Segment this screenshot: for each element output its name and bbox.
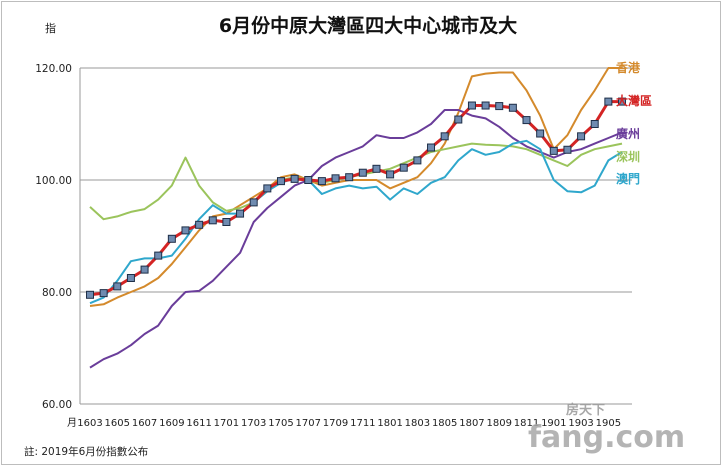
series-markers	[86, 97, 626, 299]
y-tick-label: 100.00	[35, 175, 72, 187]
x-tick-label: 1803	[405, 418, 430, 429]
legend-label: 廣州	[616, 126, 640, 141]
footnote: 註: 2019年6月份指數公布	[24, 445, 148, 458]
x-tick-label: 1809	[487, 418, 512, 429]
legend-label: 香港	[615, 60, 641, 75]
x-tick-label: 1709	[323, 418, 348, 429]
data-point	[236, 209, 245, 218]
data-point	[331, 174, 340, 183]
x-tick-label: 1609	[159, 418, 184, 429]
x-tick-label: 1901	[541, 418, 566, 429]
data-point	[495, 102, 504, 111]
x-tick-label: 1701	[214, 418, 239, 429]
y-tick-labels: 60.00 80.00 100.00 120.00	[35, 63, 72, 411]
x-tick-label: 1903	[568, 418, 593, 429]
x-tick-labels: 1603 1605 1607 1609 1611 1701 1703 1705 1707 1709…	[77, 418, 621, 429]
data-point	[440, 132, 449, 141]
data-point	[276, 177, 285, 186]
data-point	[590, 120, 599, 128]
series-line	[89, 100, 622, 297]
x-tick-label: 1711	[350, 418, 375, 429]
series-line	[89, 139, 623, 305]
data-point	[399, 163, 408, 172]
watermark-cn: 房天下	[566, 402, 605, 418]
data-point	[536, 129, 545, 138]
data-point	[508, 103, 517, 112]
y-tick-label: 80.00	[42, 287, 72, 299]
x-tick-label: 1705	[268, 418, 293, 429]
data-point	[522, 116, 531, 125]
data-point	[113, 282, 122, 291]
data-point	[195, 220, 204, 229]
data-point	[290, 174, 299, 183]
x-tick-label: 1801	[377, 418, 402, 429]
data-point	[358, 168, 367, 177]
data-point	[454, 115, 463, 124]
x-tick-label: 1605	[105, 418, 130, 429]
data-point	[304, 176, 313, 184]
data-point	[140, 265, 149, 274]
legend-label: 大灣區	[616, 93, 652, 108]
data-point	[154, 251, 163, 260]
data-point	[181, 226, 190, 235]
x-axis-prefix: 月	[67, 417, 77, 429]
chart-title: 6月份中原大灣區四大中心城市及大	[219, 14, 517, 37]
series-line	[89, 67, 622, 307]
x-tick-label: 1607	[132, 418, 157, 429]
data-point	[345, 173, 354, 182]
series-lines	[89, 67, 623, 369]
data-point	[481, 101, 490, 110]
data-point	[263, 184, 272, 193]
data-point	[467, 101, 476, 110]
x-tick-label: 1603	[77, 418, 102, 429]
y-tick-label: 60.00	[42, 399, 72, 411]
data-point	[413, 156, 422, 165]
data-point	[208, 216, 217, 225]
x-tick-label: 1805	[432, 418, 457, 429]
x-tick-label: 1811	[514, 418, 539, 429]
data-point	[99, 289, 108, 298]
x-tick-label: 1707	[296, 418, 321, 429]
series-line	[89, 109, 623, 369]
data-point	[126, 274, 135, 282]
data-point	[549, 146, 558, 155]
legend-label: 深圳	[616, 149, 640, 164]
watermark-en: fang.com	[528, 420, 685, 455]
data-point	[372, 164, 381, 173]
data-point	[427, 143, 436, 152]
watermark: 房天下 fang.com	[528, 402, 685, 455]
x-tick-label: 1807	[459, 418, 484, 429]
legend-label: 澳門	[616, 171, 640, 186]
data-point	[563, 145, 572, 154]
gridlines	[79, 67, 632, 405]
data-point	[86, 290, 94, 299]
y-tick-label: 120.00	[35, 63, 72, 75]
data-point	[249, 198, 258, 207]
data-point	[167, 234, 176, 243]
x-tick-label: 1905	[596, 418, 621, 429]
x-tick-label: 1703	[241, 418, 266, 429]
data-point	[222, 218, 231, 226]
data-point	[618, 97, 626, 106]
data-point	[577, 132, 586, 141]
y-axis-label: 指	[45, 21, 56, 35]
x-tick-label: 1611	[186, 418, 211, 429]
data-point	[604, 97, 613, 106]
data-point	[386, 170, 395, 179]
data-point	[317, 177, 326, 186]
